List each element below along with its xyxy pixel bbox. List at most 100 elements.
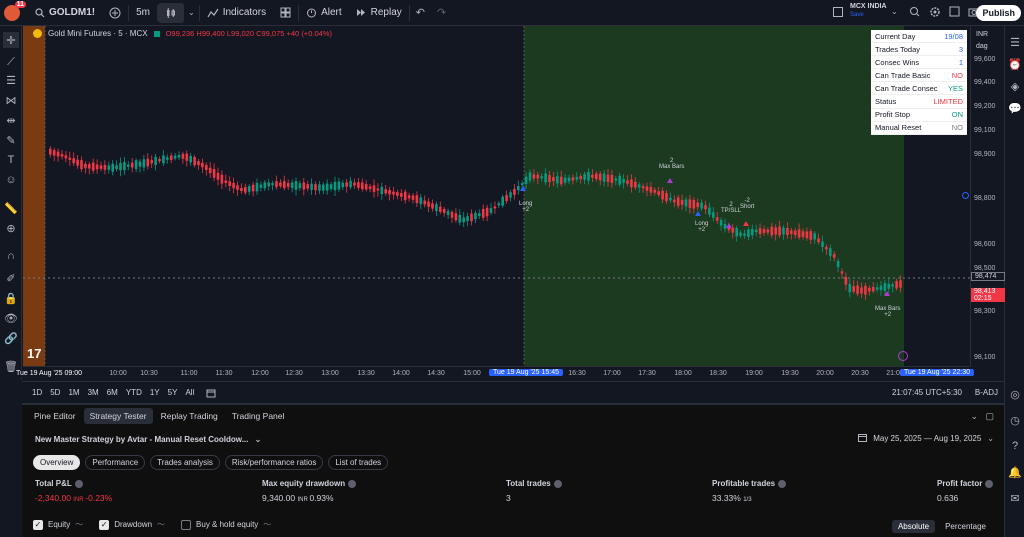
range-button[interactable]: 3M	[87, 388, 99, 397]
scroll-to-realtime-icon[interactable]	[962, 192, 969, 199]
price-tick-label: 98,800	[974, 195, 996, 202]
strategy-subtab[interactable]: Trades analysis	[150, 455, 220, 470]
feedback-icon[interactable]: ✉	[1010, 492, 1020, 505]
publish-button[interactable]: Publish	[976, 5, 1021, 21]
range-button[interactable]: 6M	[106, 388, 118, 397]
maximize-icon[interactable]: ▢	[985, 411, 994, 421]
chat-icon[interactable]: 💬	[1008, 102, 1022, 115]
signal-icon[interactable]: ◎	[1010, 388, 1020, 401]
eye-icon[interactable]: 👁	[4, 312, 18, 325]
help-icon[interactable]: ?	[1011, 440, 1019, 452]
currency-label[interactable]: INR	[976, 31, 989, 38]
divider	[157, 4, 159, 21]
panel-tab[interactable]: Pine Editor	[34, 411, 76, 421]
chevron-down-icon[interactable]: ⌄	[891, 7, 898, 16]
info-icon[interactable]	[985, 479, 994, 488]
range-button[interactable]: 1Y	[149, 388, 160, 397]
notifications-icon[interactable]: 🔔	[1008, 466, 1022, 479]
chart-type-button[interactable]	[158, 2, 185, 23]
lock-icon[interactable]: 🔒	[4, 292, 18, 305]
gear-icon[interactable]	[929, 6, 941, 18]
candle-body	[579, 176, 582, 180]
price-tick-label: 98,500	[974, 265, 996, 272]
price-chart[interactable]	[23, 26, 970, 366]
layers-icon[interactable]: ◈	[1010, 80, 1020, 93]
pencil-lock-icon[interactable]: ✐	[6, 272, 16, 285]
range-button[interactable]: 1M	[68, 388, 80, 397]
link-icon[interactable]: 🔗	[4, 332, 18, 345]
percentage-button[interactable]: Percentage	[945, 522, 986, 531]
info-row: Current Day 19/08	[871, 30, 967, 44]
candle-body	[95, 164, 99, 170]
chevron-down-icon[interactable]: ⌄	[188, 8, 195, 17]
watchlist-icon[interactable]: ☰	[1010, 36, 1020, 49]
trend-line-icon[interactable]: ⟋	[7, 55, 15, 68]
calendar-icon[interactable]: ◷	[1010, 414, 1020, 427]
price-axis[interactable]: INR dag 99,600 99,400 99,200 99,100 98,900 98…	[970, 26, 1005, 366]
absolute-button[interactable]: Absolute	[891, 520, 936, 533]
magnet-icon[interactable]: ∩	[7, 250, 15, 262]
emoji-icon[interactable]: ☺	[5, 174, 17, 186]
strategy-subtab[interactable]: Overview	[33, 455, 81, 470]
symbol-search[interactable]: GOLDM1!	[28, 0, 102, 26]
fullscreen-icon[interactable]	[949, 6, 960, 17]
strategy-subtab[interactable]: Performance	[85, 455, 146, 470]
ruler-icon[interactable]: 📏	[4, 202, 18, 215]
tradingview-logo[interactable]: 17	[27, 346, 42, 361]
adj-toggle[interactable]: B-ADJ	[974, 388, 998, 397]
range-button[interactable]: All	[185, 388, 195, 397]
info-icon[interactable]	[348, 479, 357, 488]
strategy-subtab[interactable]: Risk/performance ratios	[224, 455, 324, 470]
brush-icon[interactable]: ✎	[6, 134, 16, 147]
time-axis[interactable]: 10:00 10:30 11:00 11:30 12:00 12:30 13:00 13:30…	[15, 366, 975, 381]
candle-body	[793, 230, 797, 236]
quick-search-icon[interactable]	[909, 6, 920, 17]
layouts-button[interactable]	[273, 0, 298, 26]
crosshair-icon[interactable]: ✛	[3, 32, 19, 48]
info-icon[interactable]	[74, 479, 83, 488]
range-button[interactable]: 5D	[50, 388, 61, 397]
redo-icon[interactable]: ↷	[437, 7, 447, 19]
alert-button[interactable]: Alert	[299, 0, 349, 26]
date-range-icon[interactable]	[206, 388, 216, 398]
clock-label[interactable]: 21:07:45 UTC+5:30	[891, 388, 962, 397]
alerts-clock-icon[interactable]: ⏰	[1008, 58, 1022, 71]
date-range-selector[interactable]: May 25, 2025 — Aug 19, 2025 ⌄	[858, 433, 994, 444]
option-checkbox[interactable]: ✓ Drawdown 〜	[99, 519, 165, 530]
option-checkbox[interactable]: Buy & hold equity 〜	[181, 519, 271, 530]
info-icon[interactable]	[553, 479, 562, 488]
panel-tab[interactable]: Trading Panel	[231, 411, 285, 421]
indicators-button[interactable]: Indicators	[200, 0, 273, 26]
marker-icon[interactable]	[898, 351, 908, 361]
collapse-icon[interactable]: ⌄	[970, 411, 978, 421]
fib-icon[interactable]: ☰	[6, 74, 16, 87]
chart-pane[interactable]: Long +2 2 Max Bars Long +2 2 TP/SLL -2 S…	[23, 26, 970, 366]
interval-button[interactable]: 5m	[136, 7, 151, 18]
candle-body	[684, 199, 688, 207]
compare-button[interactable]	[102, 0, 128, 26]
option-checkbox[interactable]: ✓ Equity 〜	[33, 519, 83, 530]
candle-body	[598, 173, 602, 181]
user-avatar[interactable]: 11	[4, 0, 26, 21]
trash-icon[interactable]: 🗑	[4, 360, 18, 373]
undo-icon[interactable]: ↶	[415, 7, 425, 19]
panel-tab[interactable]: Strategy Tester	[83, 408, 153, 424]
replay-button[interactable]: Replay	[349, 0, 409, 26]
layout-square-icon[interactable]	[833, 7, 843, 17]
range-button[interactable]: YTD	[125, 388, 142, 397]
pattern-icon[interactable]: ⋈	[5, 94, 17, 107]
strategy-selector[interactable]: New Master Strategy by Avtar - Manual Re…	[35, 435, 261, 444]
range-button[interactable]: 1D	[32, 388, 43, 397]
info-icon[interactable]	[778, 479, 787, 488]
legend-title[interactable]: Gold Mini Futures · 5 · MCX	[48, 29, 148, 38]
range-button[interactable]: 5Y	[167, 388, 178, 397]
zoom-in-icon[interactable]: ⊕	[6, 222, 16, 235]
text-icon[interactable]: T	[7, 154, 15, 166]
strategy-subtab[interactable]: List of trades	[328, 455, 389, 470]
candle-body	[306, 184, 309, 189]
exchange-selector[interactable]: MCX INDIA Save	[850, 3, 887, 19]
mode-label[interactable]: dag	[976, 43, 988, 50]
info-value: LIMITED	[933, 97, 963, 107]
forecast-icon[interactable]: ⇹	[6, 114, 16, 127]
panel-tab[interactable]: Replay Trading	[160, 411, 218, 421]
